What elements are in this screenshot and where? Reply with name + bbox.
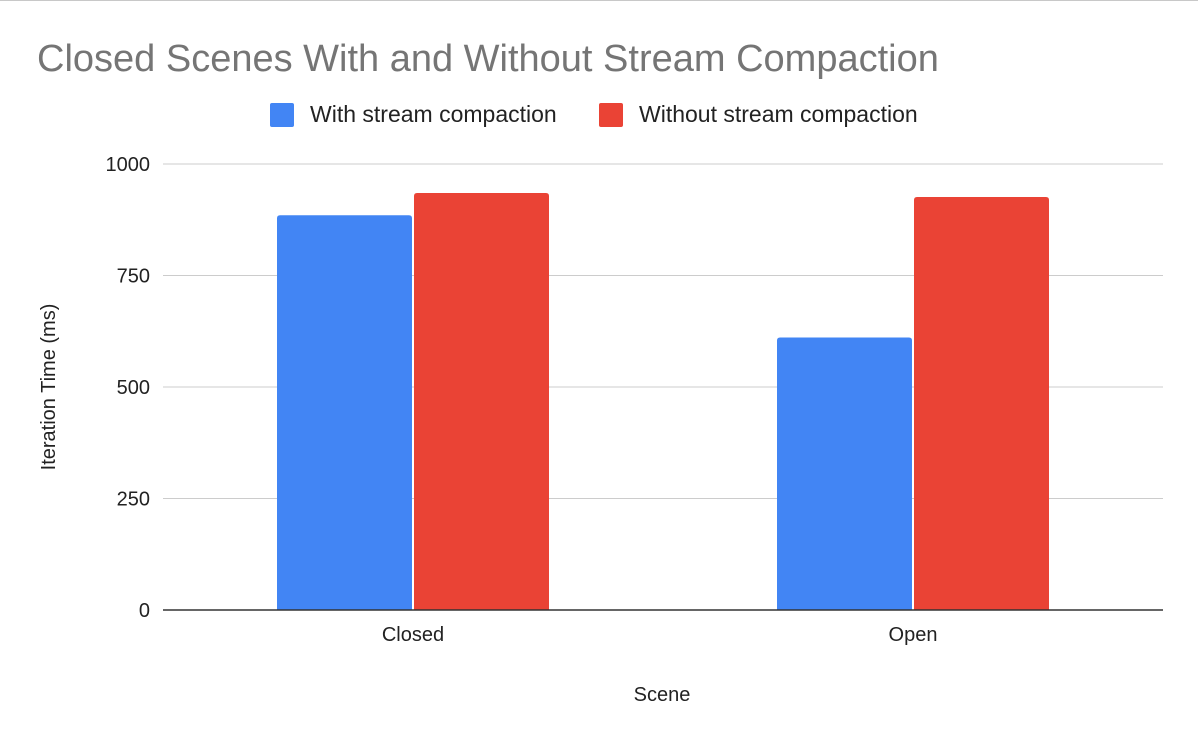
y-tick-label: 750: [117, 266, 150, 288]
legend: With stream compaction Without stream co…: [270, 101, 918, 127]
y-tick-label: 1000: [106, 154, 151, 176]
legend-swatch-with-stream-compaction: [270, 103, 294, 127]
bar-open-series-0: [777, 337, 912, 610]
x-tick-label-open: Open: [889, 624, 938, 646]
bars: [277, 192, 1049, 611]
y-tick-label: 250: [117, 489, 150, 511]
x-axis-label: Scene: [634, 684, 691, 706]
x-tick-label-closed: Closed: [382, 624, 444, 646]
legend-label-without-stream-compaction: Without stream compaction: [639, 101, 918, 127]
legend-swatch-without-stream-compaction: [599, 103, 623, 127]
y-axis-ticks: 0 250 500 750 1000: [106, 154, 151, 622]
y-tick-label: 500: [117, 377, 150, 399]
legend-label-with-stream-compaction: With stream compaction: [310, 101, 557, 127]
chart-title: Closed Scenes With and Without Stream Co…: [37, 38, 939, 80]
bar-closed-series-1: [414, 192, 549, 611]
x-axis-ticks: Closed Open: [382, 624, 938, 646]
y-axis-label: Iteration Time (ms): [38, 304, 60, 471]
y-tick-label: 0: [139, 600, 150, 622]
bar-closed-series-0: [277, 215, 412, 611]
bar-open-series-1: [914, 197, 1049, 610]
